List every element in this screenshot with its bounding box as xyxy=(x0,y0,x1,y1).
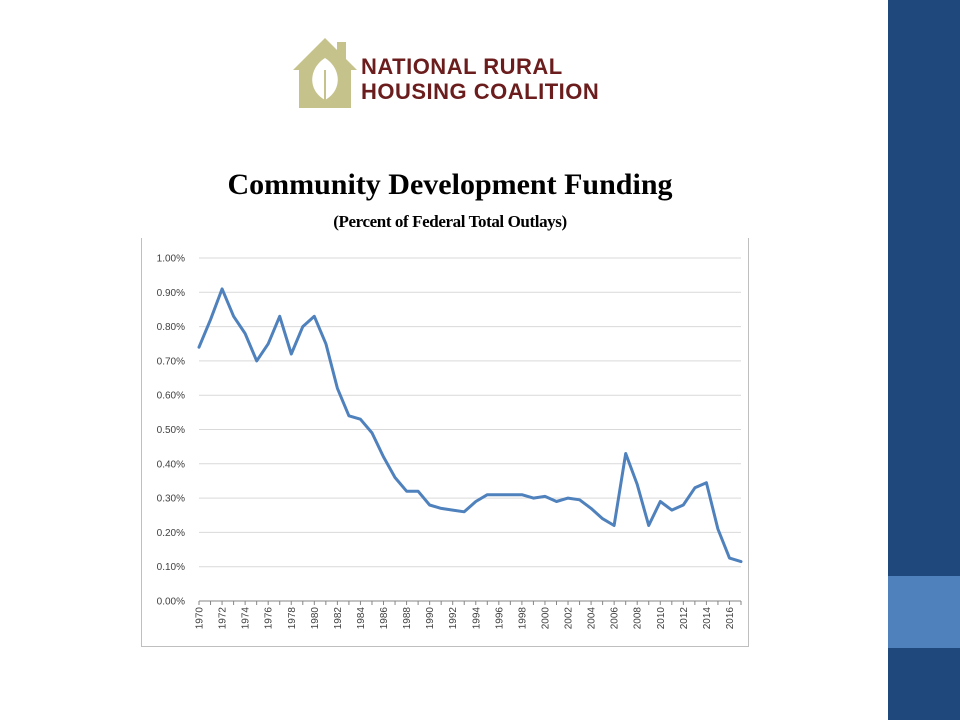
logo: NATIONAL RURAL HOUSING COALITION xyxy=(285,30,615,115)
line-chart: 0.00% 0.10% 0.20% 0.30% 0.40% 0.50% 0.60% 0.70%… xyxy=(157,254,743,630)
chart-title: Community Development Funding xyxy=(227,168,673,201)
x-tick-label: 1980 xyxy=(310,607,321,630)
x-tick-label: 1998 xyxy=(517,607,528,630)
x-tick-label: 2002 xyxy=(564,607,575,630)
y-tick-label: 0.90% xyxy=(157,288,185,299)
x-tick-label: 2008 xyxy=(633,607,644,630)
x-tick-label: 2014 xyxy=(702,607,713,630)
x-tick-label: 1970 xyxy=(195,607,206,630)
logo-line-2: HOUSING COALITION xyxy=(361,79,600,104)
y-tick-label: 0.50% xyxy=(157,425,185,436)
y-tick-label: 0.10% xyxy=(157,562,185,573)
house-leaf-icon xyxy=(293,38,357,108)
x-tick-label: 2004 xyxy=(587,607,598,630)
y-tick-label: 0.40% xyxy=(157,459,185,470)
x-tick-label: 2012 xyxy=(679,607,690,630)
logo-line-1: NATIONAL RURAL xyxy=(361,54,563,79)
y-tick-label: 0.80% xyxy=(157,322,185,333)
x-tick-label: 1986 xyxy=(379,607,390,630)
chart-area: 0.00% 0.10% 0.20% 0.30% 0.40% 0.50% 0.60% 0.70%… xyxy=(141,238,749,647)
y-tick-label: 1.00% xyxy=(157,254,185,265)
y-tick-label: 0.20% xyxy=(157,528,185,539)
x-tick-label: 1972 xyxy=(218,607,229,630)
x-tick-label: 1984 xyxy=(356,607,367,630)
chart-subtitle: (Percent of Federal Total Outlays) xyxy=(333,212,567,231)
y-tick-label: 0.60% xyxy=(157,391,185,402)
x-tick-label: 1988 xyxy=(402,607,413,630)
y-tick-label: 0.70% xyxy=(157,356,185,367)
x-tick-label: 2006 xyxy=(610,607,621,630)
y-tick-label: 0.00% xyxy=(157,597,185,608)
x-tick-label: 1974 xyxy=(241,607,252,630)
x-tick-label: 1996 xyxy=(494,607,505,630)
x-tick-label: 2010 xyxy=(656,607,667,630)
x-tick-label: 1978 xyxy=(287,607,298,630)
series-line xyxy=(197,287,743,564)
x-tick-label: 2016 xyxy=(725,607,736,630)
x-tick-label: 1990 xyxy=(425,607,436,630)
x-tick-label: 1994 xyxy=(471,607,482,630)
x-tick-label: 1992 xyxy=(448,607,459,630)
y-tick-label: 0.30% xyxy=(157,494,185,505)
x-tick-label: 2000 xyxy=(540,607,551,630)
x-tick-label: 1976 xyxy=(264,607,275,630)
x-tick-label: 1982 xyxy=(333,607,344,630)
sidebar-accent-block xyxy=(888,576,960,648)
